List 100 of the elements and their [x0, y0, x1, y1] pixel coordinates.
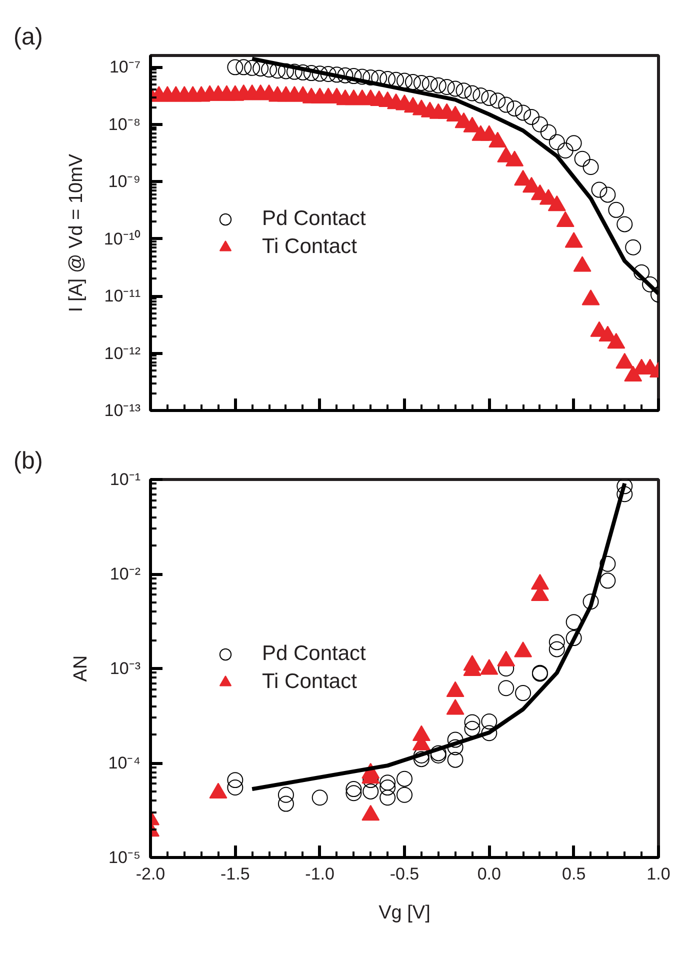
point: [464, 720, 480, 737]
point: [582, 594, 599, 610]
point: [548, 634, 565, 650]
point: [566, 630, 582, 646]
point: [312, 790, 328, 806]
point: [582, 159, 599, 175]
y-tick-label: 10⁻⁹: [108, 172, 141, 192]
point: [337, 67, 354, 84]
y-tick-label: 10⁻⁸: [108, 114, 141, 134]
point: [515, 104, 532, 121]
point: [625, 239, 642, 256]
point: [320, 66, 336, 82]
point: [227, 772, 244, 788]
point: [270, 62, 286, 79]
point: [346, 68, 362, 84]
point: [278, 63, 294, 80]
point: [261, 62, 278, 78]
point: [591, 182, 608, 198]
point: [616, 216, 633, 232]
chart-title: (b): [14, 448, 43, 474]
point: [422, 76, 438, 92]
point: [540, 124, 556, 140]
point: [566, 614, 582, 630]
point: [548, 134, 565, 150]
point: [396, 72, 412, 89]
point: [227, 59, 244, 76]
legend-label: Ti Contact: [262, 670, 357, 694]
point: [447, 80, 464, 97]
y-tick-label: 10⁻²: [110, 564, 141, 584]
point: [236, 59, 252, 76]
point: [404, 74, 421, 90]
point: [312, 66, 328, 82]
point: [600, 556, 616, 572]
point: [600, 186, 616, 203]
point: [388, 72, 404, 88]
point: [616, 486, 633, 502]
point: [498, 96, 514, 113]
point: [346, 785, 362, 802]
x-tick-label: -2.0: [136, 864, 166, 884]
y-tick-label: 10⁻¹¹: [104, 286, 141, 306]
point: [548, 641, 565, 658]
y-tick-label: 10⁻¹: [110, 470, 141, 489]
point: [447, 732, 464, 748]
y-axis-title: I [A] @ Vd = 10mV: [66, 154, 87, 312]
y-tick-label: 10⁻¹³: [104, 401, 141, 420]
point: [481, 725, 498, 742]
point: [396, 770, 412, 787]
legend-label: Ti Contact: [262, 234, 357, 258]
point: [616, 480, 633, 494]
point: [354, 68, 370, 85]
x-tick-label: -1.0: [305, 864, 334, 884]
point: [515, 685, 532, 702]
y-tick-label: 10⁻⁵: [108, 848, 141, 867]
y-axis-title: AN: [70, 655, 92, 682]
point: [472, 88, 489, 104]
point: [600, 572, 616, 589]
point: [380, 780, 396, 796]
point: [634, 264, 650, 280]
point: [464, 85, 480, 102]
point: [380, 790, 396, 806]
x-tick-label: -0.5: [390, 864, 420, 884]
point: [498, 680, 514, 696]
point: [464, 714, 480, 730]
point: [456, 82, 472, 99]
point: [278, 796, 294, 812]
point: [362, 70, 379, 86]
point: [244, 60, 260, 76]
point: [396, 786, 412, 803]
point: [286, 64, 302, 80]
point: [566, 135, 582, 152]
point: [574, 150, 590, 167]
point: [438, 79, 455, 96]
point: [380, 71, 396, 88]
point: [524, 108, 540, 125]
point: [506, 100, 523, 116]
point: [532, 116, 548, 132]
x-tick-label: -1.5: [220, 864, 250, 884]
point: [447, 752, 464, 768]
point: [557, 142, 574, 158]
point: [481, 714, 498, 730]
point: [294, 64, 311, 80]
point: [608, 202, 624, 218]
point: [413, 74, 430, 91]
chart-title: (a): [14, 24, 43, 50]
point: [346, 781, 362, 798]
x-tick-label: 1.0: [646, 864, 670, 884]
point: [642, 276, 658, 292]
y-tick-label: 10⁻⁴: [108, 754, 141, 772]
y-tick-label: 10⁻⁷: [109, 58, 140, 77]
point: [362, 783, 379, 800]
y-tick-label: 10⁻³: [110, 659, 141, 678]
point: [430, 77, 446, 94]
legend-label: Pd Contact: [262, 206, 366, 230]
point: [328, 66, 345, 83]
point: [252, 60, 269, 76]
y-tick-label: 10⁻¹²: [104, 344, 141, 363]
x-tick-label: 0.5: [562, 864, 586, 884]
point: [413, 751, 430, 768]
point: [490, 92, 506, 109]
x-tick-label: 0.0: [477, 864, 501, 884]
